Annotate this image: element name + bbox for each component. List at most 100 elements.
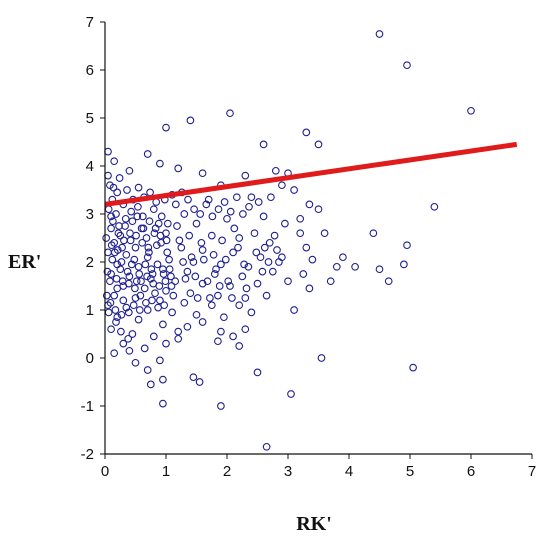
data-point [124, 279, 133, 288]
data-point [250, 229, 259, 238]
data-point [156, 296, 164, 305]
data-point [125, 346, 134, 355]
data-point [273, 246, 281, 254]
data-point [403, 61, 411, 70]
data-point [171, 277, 180, 286]
data-point [198, 169, 207, 178]
data-point [136, 291, 145, 300]
data-point [174, 334, 183, 343]
data-point [235, 234, 244, 242]
data-point [260, 243, 269, 252]
data-point [278, 181, 286, 190]
data-point [197, 238, 206, 247]
y-tick-label: 7 [86, 14, 94, 31]
data-point [112, 318, 120, 326]
data-point [209, 250, 218, 259]
x-axis-title: RK' [296, 513, 332, 535]
data-point [183, 322, 192, 331]
data-point [287, 390, 295, 398]
data-point [214, 291, 222, 300]
data-point [217, 327, 225, 336]
x-tick-label: 6 [467, 463, 475, 480]
data-point [339, 253, 347, 262]
data-point [157, 212, 166, 221]
data-point [186, 116, 195, 125]
data-point [238, 272, 247, 281]
data-point [181, 274, 190, 283]
data-point [179, 258, 187, 266]
data-point [141, 260, 150, 269]
data-point [128, 330, 137, 338]
data-point [131, 284, 139, 293]
data-point [167, 282, 176, 290]
data-point [296, 214, 305, 223]
y-tick-label: -1 [81, 398, 94, 415]
data-point [156, 356, 164, 365]
data-point [129, 301, 138, 310]
data-point [174, 164, 183, 173]
data-point [115, 222, 123, 230]
data-point [267, 193, 275, 202]
data-point [308, 255, 317, 264]
data-point [124, 308, 133, 317]
data-point [165, 255, 173, 264]
data-point [234, 243, 242, 252]
data-point [149, 205, 158, 214]
data-point [262, 442, 271, 451]
data-point [191, 272, 200, 281]
data-point [189, 373, 198, 382]
data-point [153, 260, 162, 269]
data-point [314, 205, 323, 214]
data-point [400, 260, 408, 269]
data-point [127, 260, 136, 269]
data-point [409, 363, 417, 372]
fit-line-layer [104, 141, 518, 207]
y-tick-label: 3 [86, 206, 94, 223]
data-point [126, 236, 135, 245]
data-point [207, 301, 216, 310]
x-tick-label: 4 [345, 463, 353, 480]
data-point [184, 195, 192, 204]
data-point [106, 277, 114, 286]
data-point [258, 267, 267, 276]
data-point [155, 282, 164, 290]
data-point [302, 128, 311, 137]
data-point [229, 248, 237, 257]
data-point [162, 286, 170, 295]
data-point [116, 231, 125, 240]
data-point [235, 301, 244, 310]
data-point [102, 234, 111, 242]
data-point [134, 202, 142, 211]
data-point [241, 294, 250, 302]
data-point [117, 327, 125, 336]
data-point [296, 229, 305, 238]
data-point [185, 231, 194, 240]
axes: -2 -1 0 1 2 3 4 5 6 7 0 1 2 3 4 5 6 7 [81, 14, 537, 480]
data-point [140, 284, 149, 293]
data-point [171, 200, 180, 209]
data-point [265, 238, 274, 247]
data-point [290, 186, 298, 194]
data-point [151, 224, 160, 233]
data-point [204, 195, 213, 204]
data-point [253, 279, 262, 288]
data-point [210, 270, 219, 278]
data-point [109, 217, 117, 226]
data-point [247, 308, 256, 317]
data-point [104, 248, 112, 257]
data-point [195, 378, 204, 386]
y-tick-label: 0 [86, 350, 94, 367]
data-point [156, 231, 165, 240]
data-point [143, 272, 151, 281]
data-point [198, 279, 207, 288]
data-point [212, 265, 220, 274]
data-point [103, 267, 112, 276]
data-point [135, 270, 144, 278]
data-point [192, 219, 201, 228]
data-point [223, 214, 231, 223]
data-point [226, 207, 235, 216]
data-point [138, 238, 147, 247]
data-point [220, 313, 228, 322]
data-point [229, 332, 237, 341]
y-tick-label: 4 [86, 158, 94, 175]
